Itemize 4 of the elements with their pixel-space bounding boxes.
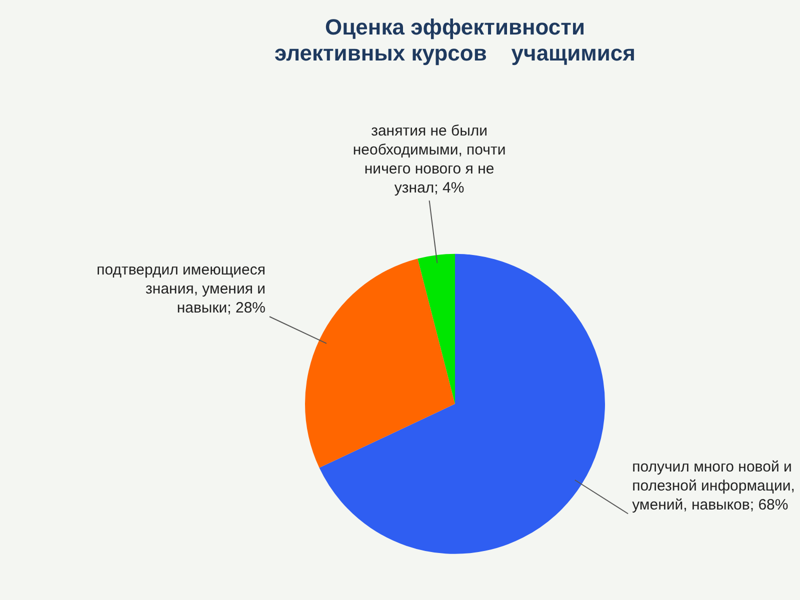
chart-title: Оценка эффективности элективных курсов учащимися <box>274 14 636 66</box>
slice-label: получил много новой и полезной информации, умений, навыков; 68% <box>632 458 795 514</box>
slice-label: подтвердил имеющиеся знания, умения и навыки; 28% <box>96 262 266 317</box>
slice-label: занятия не были необходимыми, почти ничего нового я не узнал; 4% <box>352 122 506 197</box>
